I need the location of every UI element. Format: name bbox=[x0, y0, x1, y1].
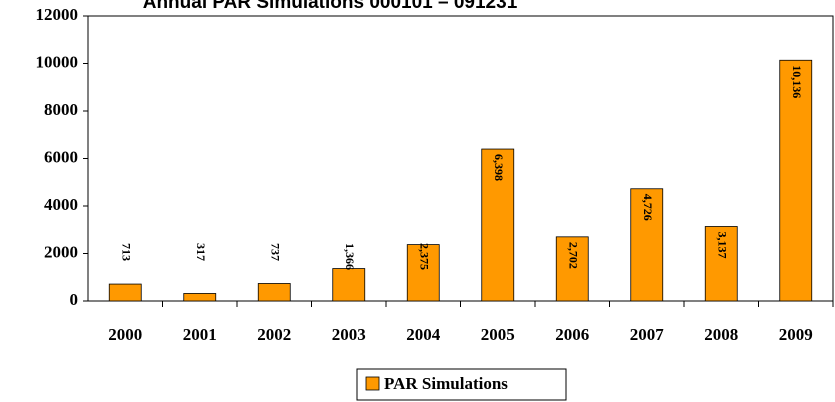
y-tick-label: 4000 bbox=[44, 195, 78, 214]
y-tick-label: 6000 bbox=[44, 147, 78, 166]
bar bbox=[183, 293, 217, 302]
y-tick-label: 10000 bbox=[36, 52, 79, 71]
y-tick-label: 12000 bbox=[36, 5, 79, 24]
data-label: 3,137 bbox=[716, 231, 730, 258]
x-tick-label: 2003 bbox=[332, 325, 366, 344]
data-label: 317 bbox=[194, 243, 208, 261]
data-label: 2,702 bbox=[567, 242, 581, 269]
bar bbox=[108, 283, 142, 302]
x-tick-label: 2008 bbox=[704, 325, 738, 344]
y-tick-label: 8000 bbox=[44, 100, 78, 119]
x-tick-label: 2006 bbox=[555, 325, 589, 344]
x-tick-label: 2000 bbox=[108, 325, 142, 344]
bar bbox=[779, 59, 813, 302]
legend-swatch bbox=[365, 376, 380, 391]
data-label: 713 bbox=[120, 243, 134, 261]
data-label: 737 bbox=[269, 243, 283, 261]
y-tick-label: 0 bbox=[70, 290, 79, 309]
x-tick-label: 2005 bbox=[481, 325, 515, 344]
x-tick-label: 2004 bbox=[406, 325, 441, 344]
data-label: 4,726 bbox=[641, 194, 655, 221]
bar bbox=[406, 244, 440, 302]
x-tick-label: 2001 bbox=[183, 325, 217, 344]
bar bbox=[555, 236, 589, 302]
y-tick-label: 2000 bbox=[44, 242, 78, 261]
data-label: 2,375 bbox=[418, 243, 432, 270]
x-tick-label: 2009 bbox=[779, 325, 813, 344]
x-tick-label: 2007 bbox=[630, 325, 665, 344]
data-label: 10,136 bbox=[790, 65, 804, 98]
bar bbox=[630, 188, 664, 302]
legend-label: PAR Simulations bbox=[384, 374, 508, 393]
bar bbox=[704, 226, 738, 302]
bar bbox=[332, 268, 366, 302]
data-label: 6,398 bbox=[492, 154, 506, 181]
chart-title: Annual PAR Simulations 000101 – 091231 bbox=[143, 0, 518, 13]
bar bbox=[481, 148, 515, 302]
bar bbox=[257, 283, 291, 302]
legend-box bbox=[356, 368, 567, 401]
data-label: 1,366 bbox=[343, 243, 357, 270]
x-tick-label: 2002 bbox=[257, 325, 291, 344]
